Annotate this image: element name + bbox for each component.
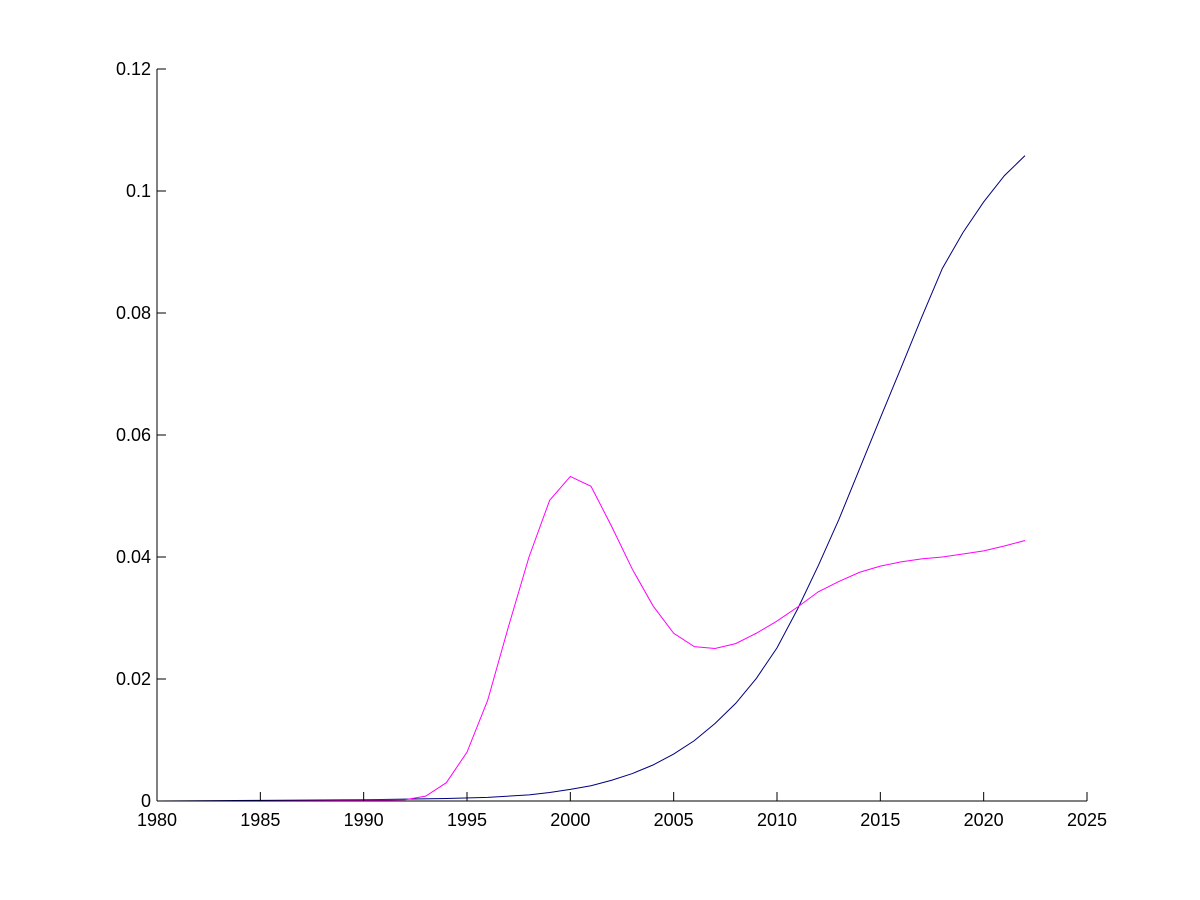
x-tick-label: 2005 [654, 810, 694, 830]
y-tick-label: 0.12 [116, 59, 151, 79]
y-tick-label: 0.02 [116, 669, 151, 689]
axes-layer [156, 69, 1087, 802]
x-tick-label: 2025 [1067, 810, 1107, 830]
y-tick-label: 0 [141, 791, 151, 811]
y-tick-label: 0.08 [116, 303, 151, 323]
y-tick-label: 0.1 [126, 181, 151, 201]
x-tick-label: 1985 [240, 810, 280, 830]
x-tick-label: 2015 [860, 810, 900, 830]
x-tick-label: 2020 [964, 810, 1004, 830]
series-line-1 [156, 155, 1026, 802]
tick-layer: 1980 1985 1990 1995 2000 2005 2010 2015 2020 2025… [116, 59, 1107, 830]
y-tick-label: 0.04 [116, 547, 151, 567]
x-tick-label: 2010 [757, 810, 797, 830]
x-tick-label: 2000 [550, 810, 590, 830]
series-layer [156, 155, 1026, 802]
y-tick-label: 0.06 [116, 425, 151, 445]
x-tick-label: 1990 [344, 810, 384, 830]
x-tick-label: 1980 [137, 810, 177, 830]
series-line-2 [157, 475, 1026, 802]
x-tick-label: 1995 [447, 810, 487, 830]
